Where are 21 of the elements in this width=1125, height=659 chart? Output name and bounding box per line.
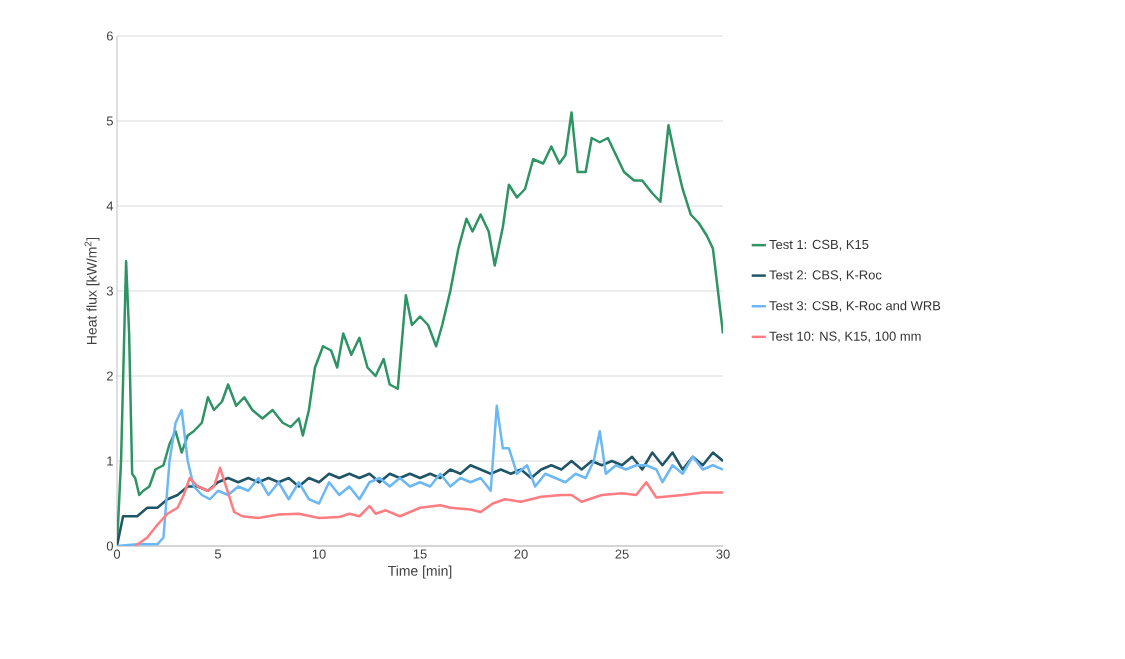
y-tick-label: 3 — [106, 286, 113, 296]
x-tick-label: 5 — [214, 549, 222, 559]
y-tick-label: 4 — [106, 201, 114, 211]
x-tick-label: 20 — [514, 549, 528, 559]
y-tick-label: 1 — [107, 456, 113, 466]
x-tick-label: 30 — [716, 549, 730, 559]
y-tick-label: 0 — [106, 541, 113, 551]
x-tick-label: 25 — [615, 549, 629, 559]
x-tick-label: 0 — [113, 549, 121, 559]
x-tick-label: 15 — [413, 549, 427, 559]
y-tick-label: 2 — [106, 371, 113, 381]
legend-label: Test 3: CSB, K-Roc and WRB — [769, 300, 941, 312]
y-tick-label: 5 — [106, 116, 113, 126]
legend-label: Test 1: CSB, K15 — [769, 239, 869, 251]
x-axis-title: Time [min] — [388, 565, 452, 579]
legend-label: Test 10: NS, K15, 100 mm — [769, 331, 921, 343]
x-tick-label: 10 — [312, 549, 326, 559]
y-tick-label: 6 — [106, 31, 113, 41]
line-series — [133, 466, 724, 546]
legend-label: Test 2: CBS, K-Roc — [769, 270, 882, 282]
y-axis-title: Heat flux [kW/m$^{2}$] — [84, 237, 100, 344]
